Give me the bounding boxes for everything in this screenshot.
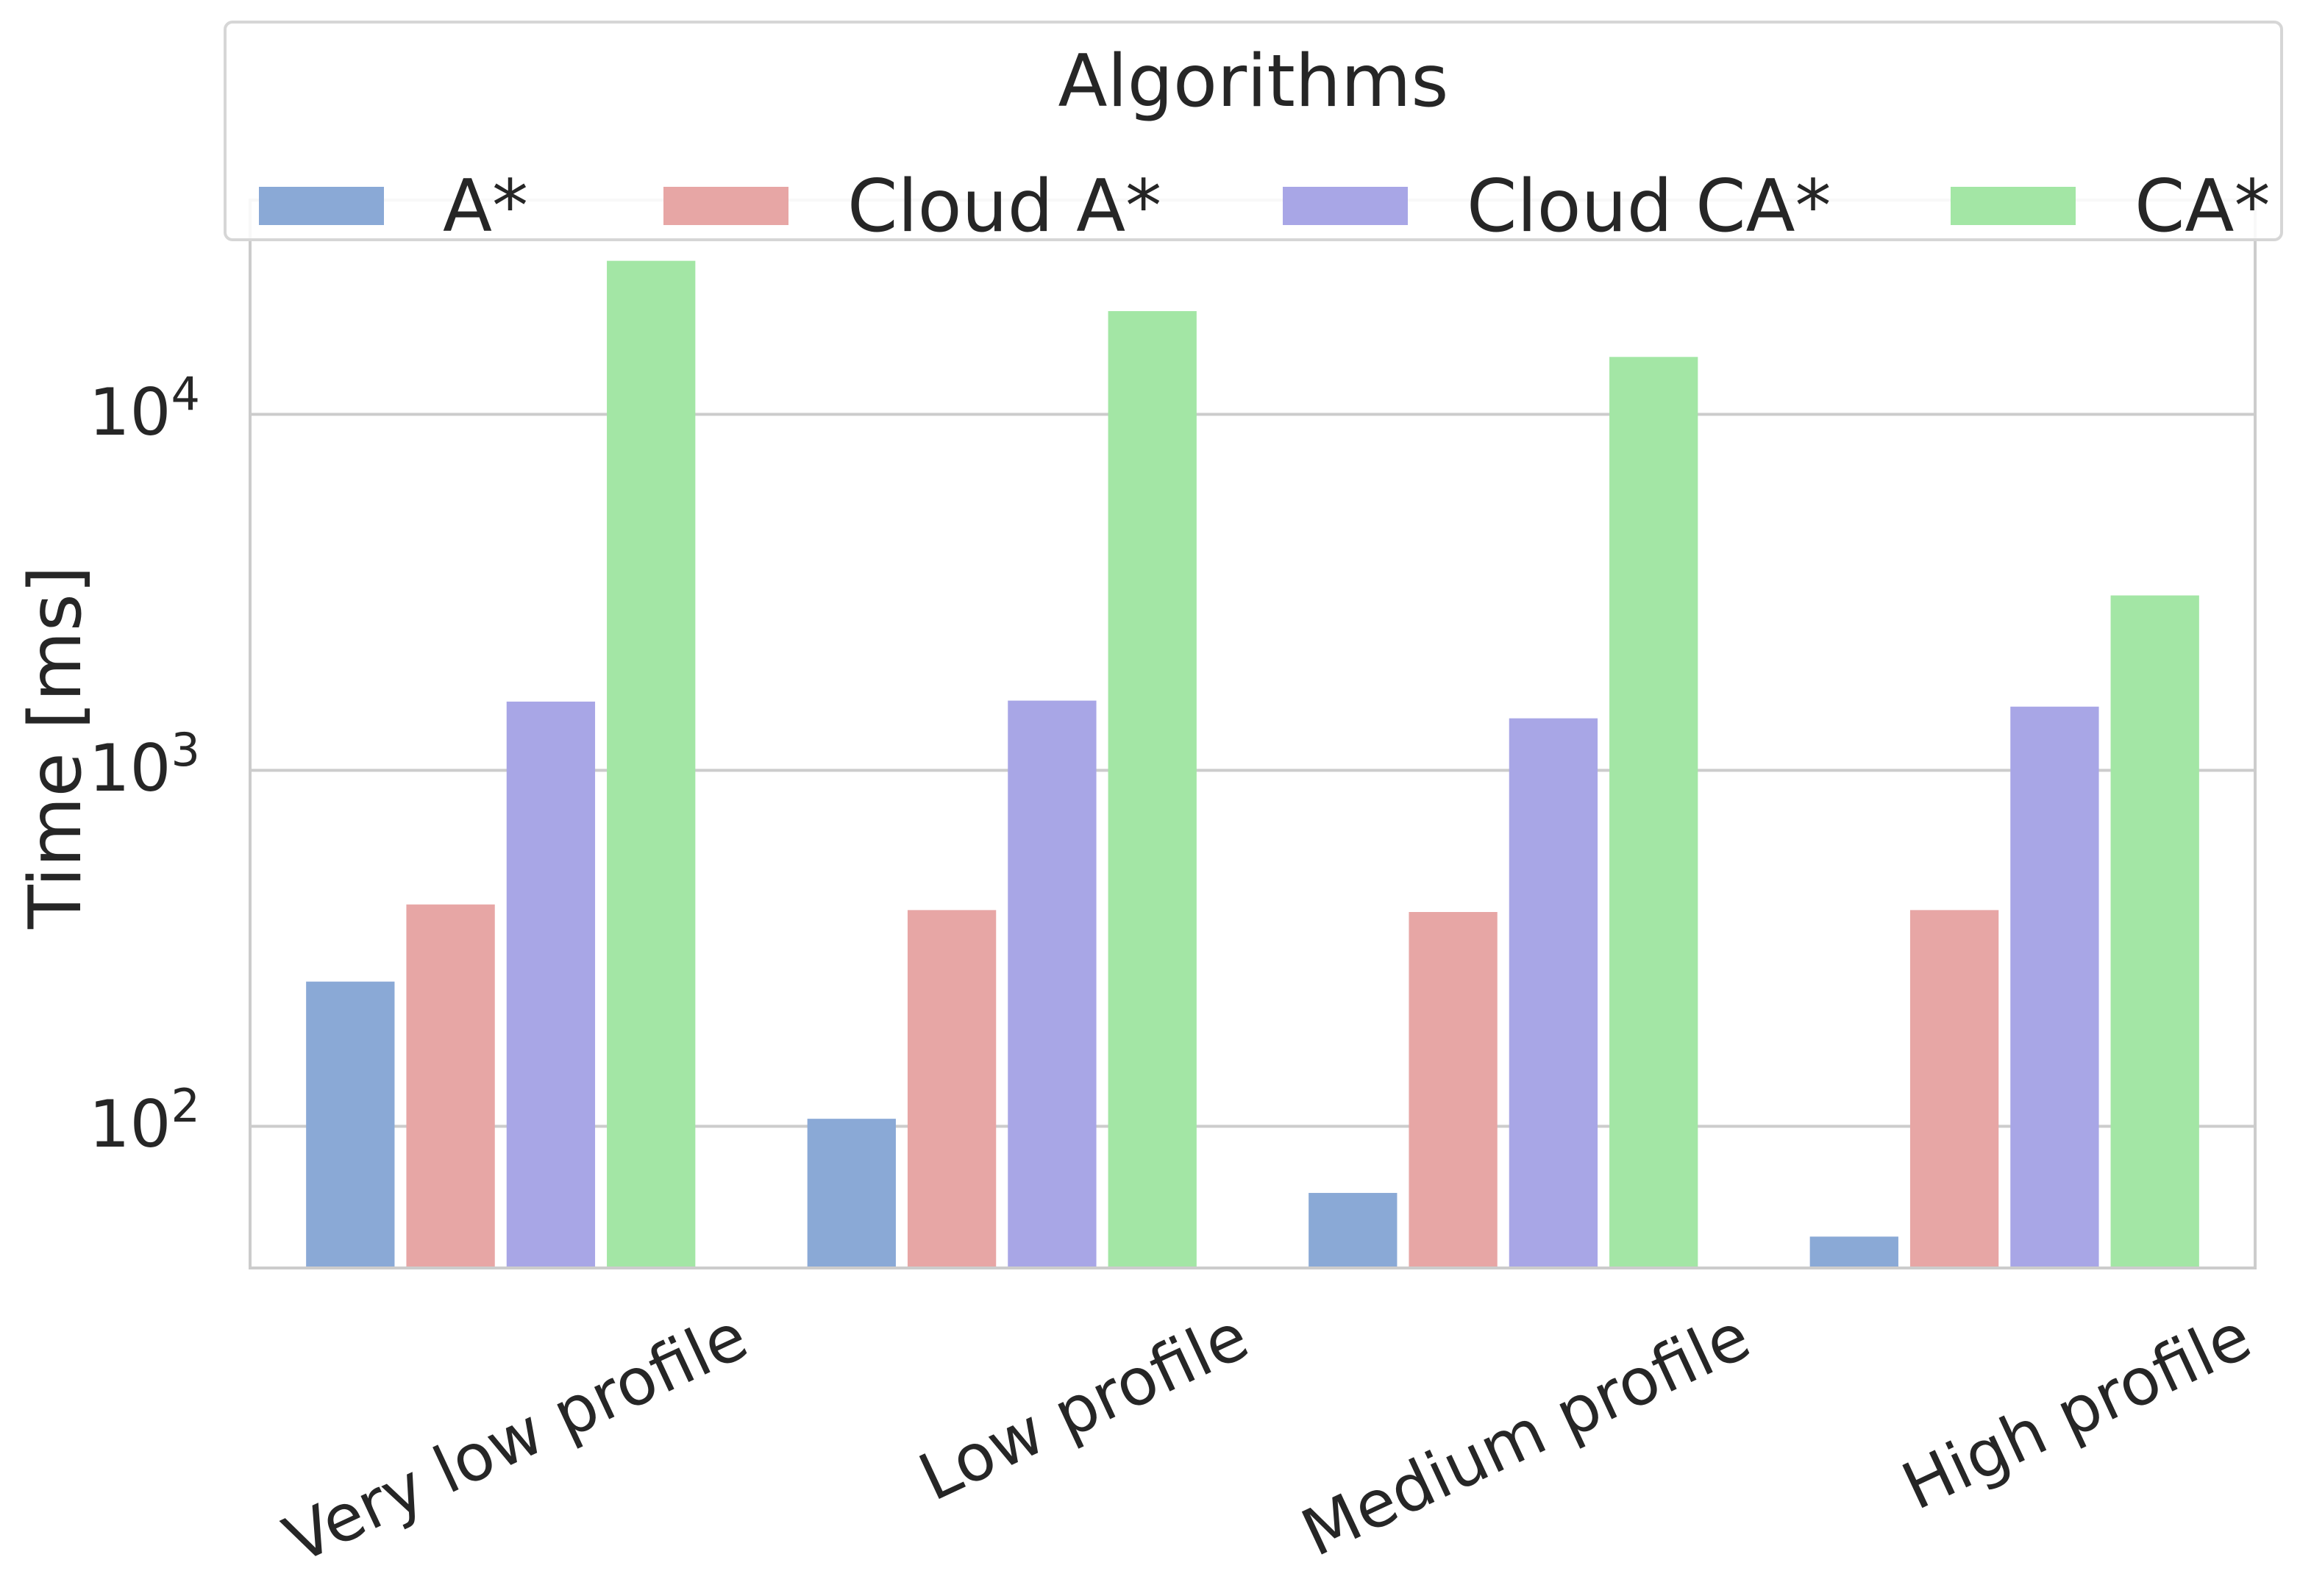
bar <box>306 981 395 1268</box>
legend-label: Cloud CA* <box>1467 165 1831 249</box>
bar <box>1509 718 1598 1268</box>
legend-label: Cloud A* <box>847 165 1162 249</box>
bar <box>2010 706 2099 1268</box>
legend-swatch <box>1951 187 2076 225</box>
legend-label: A* <box>443 165 529 249</box>
bar <box>1909 910 1999 1268</box>
bar <box>607 260 696 1269</box>
bar <box>1809 1236 1898 1268</box>
y-axis-label: Time [ms] <box>14 566 98 929</box>
bar <box>1409 912 1498 1268</box>
bar <box>907 910 997 1268</box>
bar <box>1108 311 1197 1269</box>
legend-swatch <box>1283 187 1408 225</box>
bar <box>2110 595 2199 1268</box>
bar <box>506 701 596 1268</box>
legend-swatch <box>259 187 384 225</box>
legend: Algorithms A* Cloud A* Cloud CA* CA* <box>224 21 2283 249</box>
bar <box>1609 357 1698 1268</box>
bar <box>807 1119 896 1268</box>
y-tick-label: 103 <box>88 723 200 807</box>
bar <box>406 904 495 1268</box>
bar <box>1309 1192 1398 1268</box>
y-tick-label: 102 <box>88 1079 200 1163</box>
legend-title: Algorithms <box>1058 40 1449 124</box>
legend-label: CA* <box>2135 165 2271 249</box>
bar <box>1008 700 1097 1268</box>
bars <box>306 260 2199 1269</box>
y-tick-label: 104 <box>88 367 200 451</box>
legend-swatch <box>663 187 788 225</box>
